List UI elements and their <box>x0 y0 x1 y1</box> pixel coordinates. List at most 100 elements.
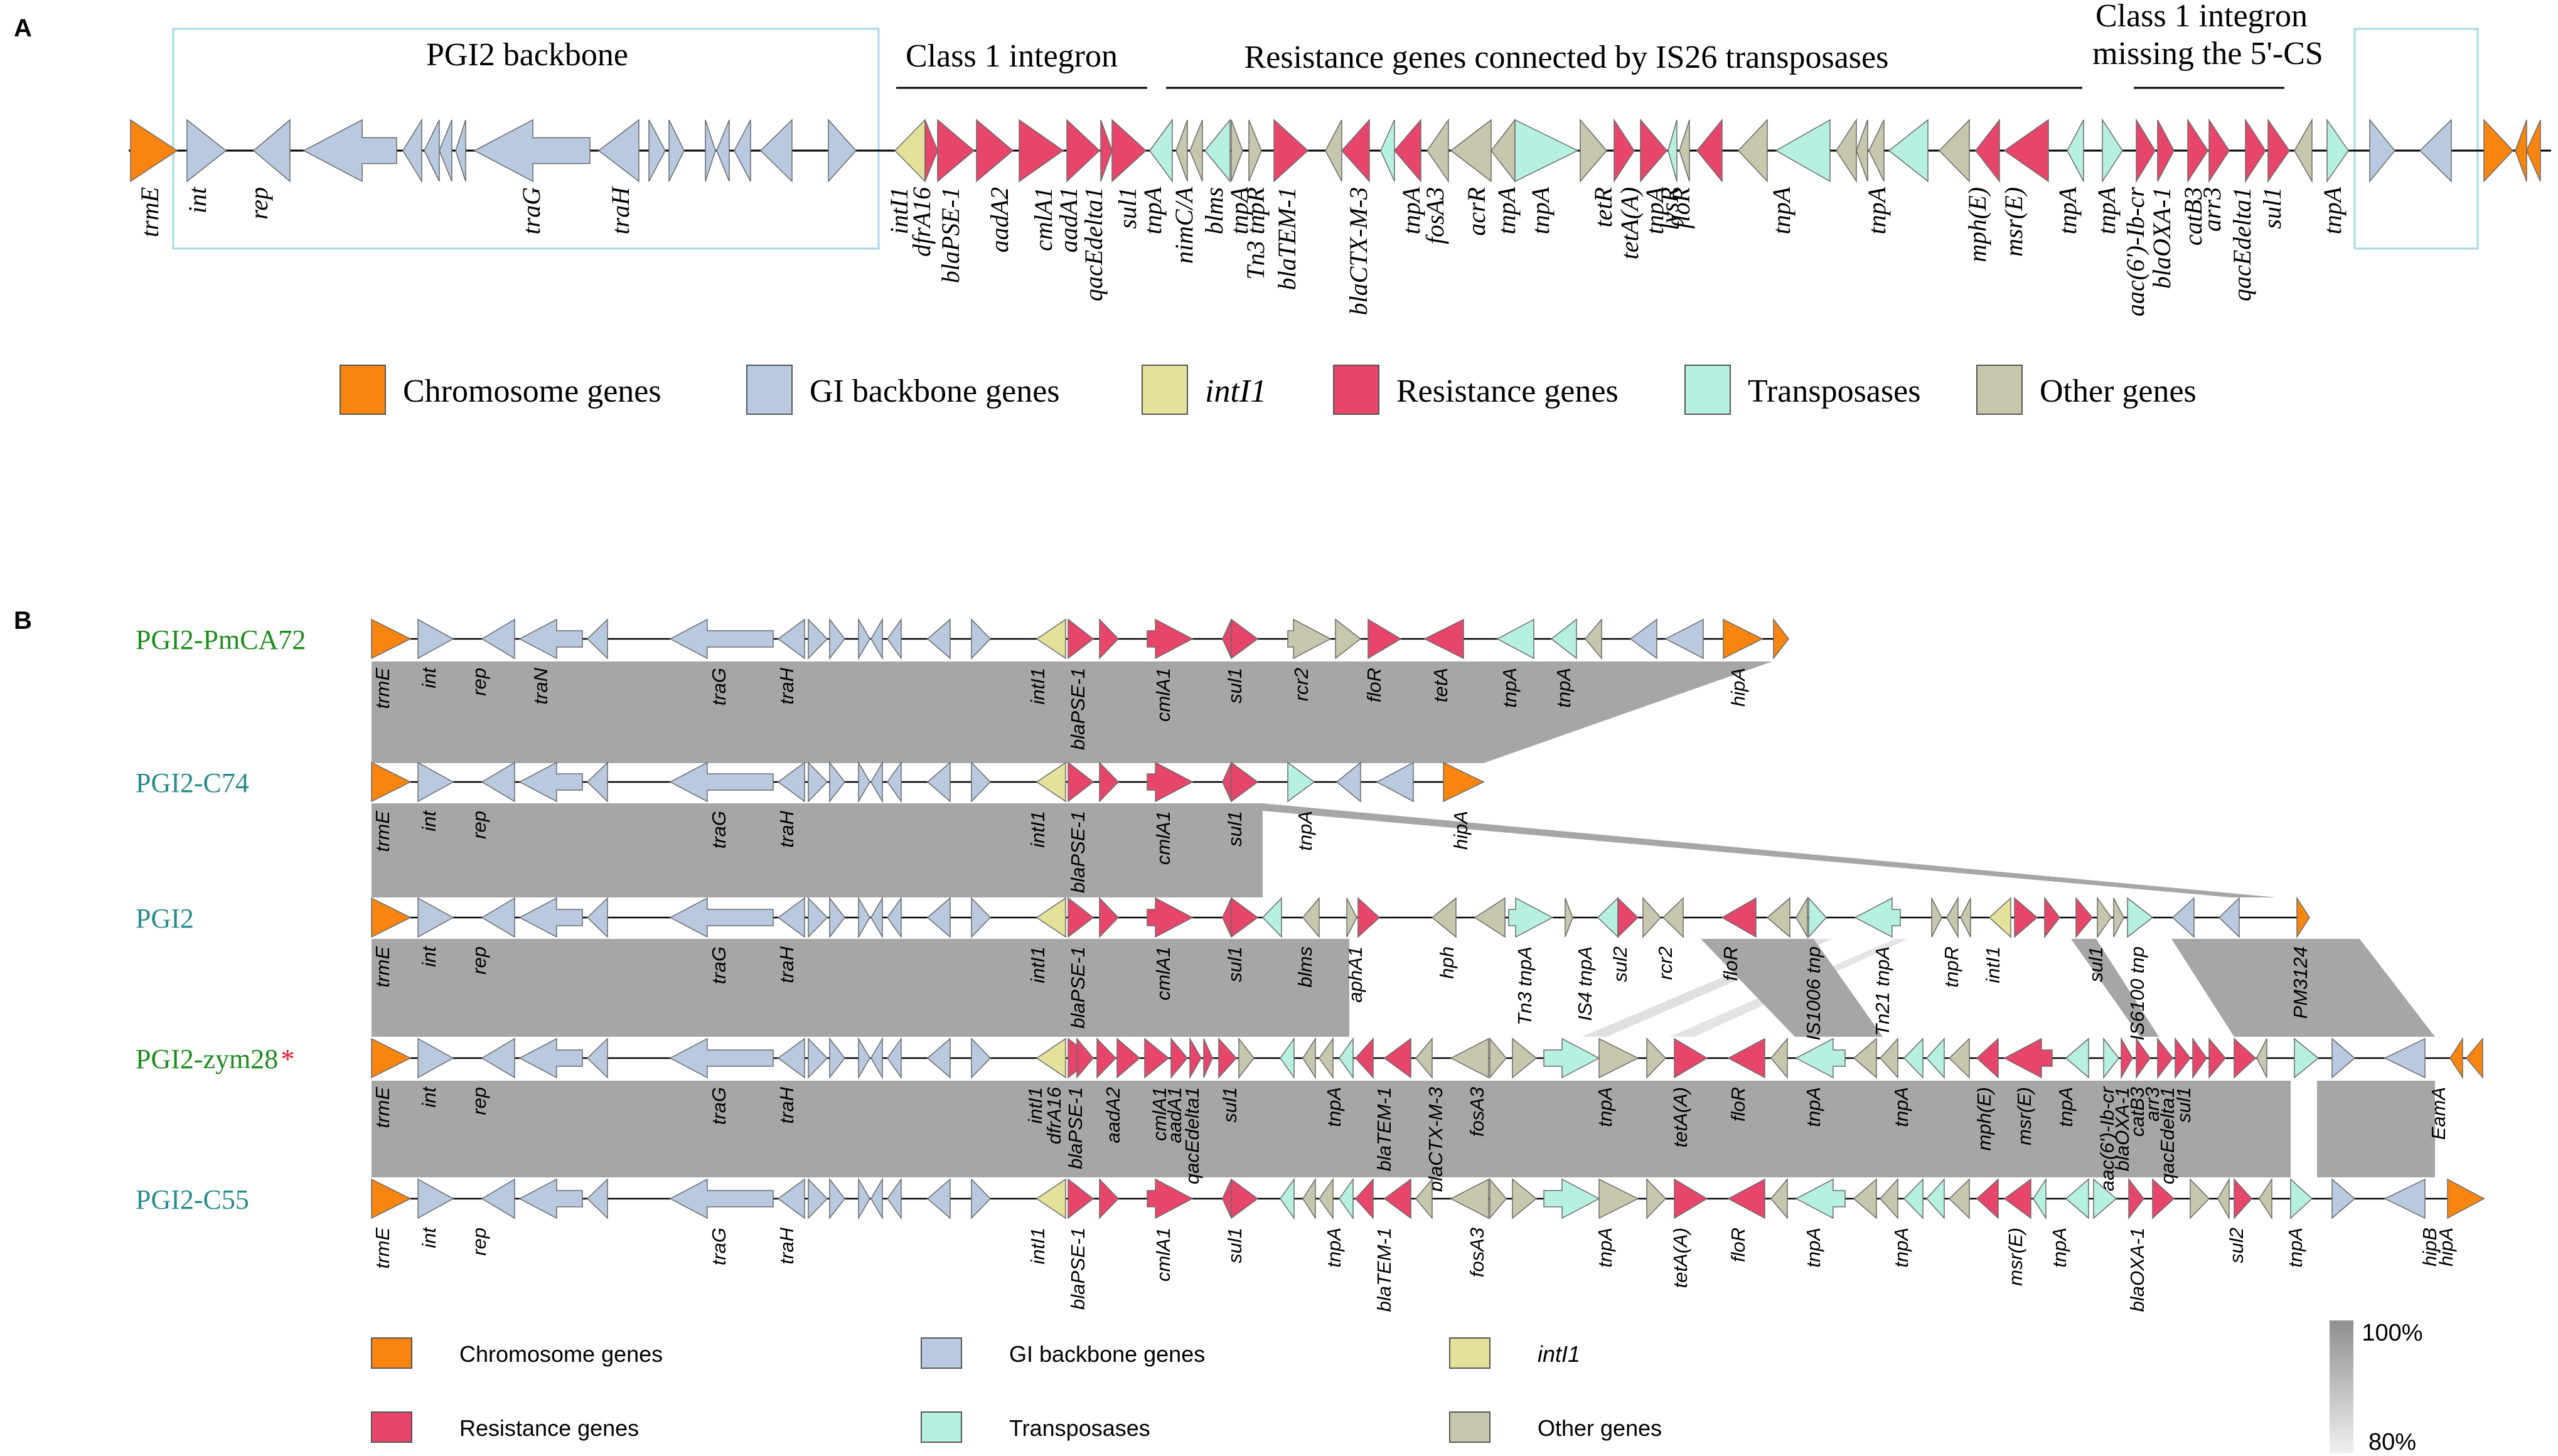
homology-band <box>372 803 1263 897</box>
strain-3-gene-arrow <box>1960 897 1971 938</box>
strain-4-gene-arrow <box>2256 1038 2267 1078</box>
strain-5-gene-arrow <box>2190 1178 2210 1219</box>
strain-4-gene-label: int <box>418 1086 440 1108</box>
strain-5-gene-arrow <box>1598 1178 1639 1219</box>
strain-3-gene-arrow <box>971 897 992 938</box>
strain-3-gene-arrow <box>371 897 412 938</box>
identity-scale-max: 100% <box>2362 1320 2422 1346</box>
panel-a-gene-label: blaCTX-M-3 <box>1344 187 1373 315</box>
strain-3-gene-arrow <box>777 897 805 938</box>
strain-1-gene-arrow <box>1723 618 1763 660</box>
strain-3-gene-arrow <box>1854 897 1901 938</box>
panel-a-gene-label: aadA1 <box>1054 187 1083 252</box>
strain-1-gene-label: traH <box>776 667 798 704</box>
strain-3-gene-label: hph <box>1436 946 1458 979</box>
strain-5-gene-arrow <box>481 1178 515 1219</box>
strain-2-gene-label: traG <box>708 811 730 848</box>
strain-4-gene-arrow <box>1218 1037 1238 1079</box>
panel-a-gene-label: blaTEM-1 <box>1273 187 1301 290</box>
strain-track-2: trmE int rep traG traH intI1 blaPSE-1 cmlA1 sul1… <box>371 761 1485 893</box>
strain-1-gene-arrow <box>777 618 805 660</box>
strain-3-gene-label: tnpR <box>1940 946 1962 987</box>
strain-4-gene-arrow <box>887 1037 902 1079</box>
panel-a-gene-arrow <box>705 119 716 182</box>
panel-a-gene-arrow <box>2003 119 2049 183</box>
strain-3-gene-arrow <box>1597 897 1619 938</box>
panel-a-gene-arrow <box>1667 119 1678 182</box>
strain-name-5: PGI2-C55 <box>136 1184 249 1215</box>
panel-a-gene-label: rep <box>245 187 273 220</box>
backbone-box-left <box>172 28 880 250</box>
strain-4-gene-arrow <box>1415 1037 1433 1079</box>
strain-2-gene-arrow <box>371 761 412 803</box>
legend-b-label-backbone: GI backbone genes <box>1009 1341 1205 1367</box>
strain-2-gene-label: tnpA <box>1294 811 1316 851</box>
strain-1-gene-label: tnpA <box>1499 668 1521 708</box>
panel-a-gene-arrow <box>1394 118 1421 183</box>
panel-a-gene-arrow <box>1580 118 1607 183</box>
strain-3-gene-arrow <box>1721 897 1757 938</box>
strain-3-gene-arrow <box>1302 896 1320 939</box>
strain-1-gene-arrow <box>481 618 515 660</box>
strain-5-gene-arrow <box>2152 1178 2175 1219</box>
panel-a-gene-label: tnpA <box>1225 186 1253 234</box>
strain-2-gene-arrow <box>1231 761 1259 803</box>
strain-5-gene-arrow <box>586 1178 608 1219</box>
strain-5-gene-arrow <box>1147 1178 1194 1219</box>
strain-3-gene-label: trmE <box>372 946 393 988</box>
strain-5-gene-label: tnpA <box>1323 1228 1345 1268</box>
strain-1-gene-arrow <box>1335 618 1362 660</box>
legend-a-label-chromosome: Chromosome genes <box>403 373 661 409</box>
panel-a-gene-label: tnpA <box>1640 186 1669 234</box>
strain-5-gene-arrow <box>1036 1178 1066 1219</box>
strain-5-gene-label: tetA(A) <box>1669 1228 1691 1288</box>
strain-5-gene-arrow <box>2033 1177 2047 1220</box>
strain-5-gene-arrow <box>1674 1178 1708 1219</box>
strain-3-gene-arrow <box>1357 897 1381 938</box>
strain-3-gene-arrow <box>1231 897 1259 938</box>
panel-a-gene-label: blms <box>1200 187 1228 235</box>
strain-3-gene-arrow <box>870 896 883 939</box>
strain-5-gene-label: hipB <box>2419 1228 2441 1266</box>
panel-a-gene-label: lysR <box>1656 187 1684 230</box>
panel-a-gene-label: fosA3 <box>1421 187 1449 244</box>
strain-4-gene-arrow <box>1598 1037 1639 1079</box>
panel-a-gene-arrow <box>937 119 975 183</box>
strain-2-gene-arrow <box>870 761 883 803</box>
panel-a-gene-label: nimC/A <box>1170 186 1198 264</box>
strain-5-gene-arrow <box>1727 1178 1765 1219</box>
panel-a-gene-label: cmlA1 <box>1029 187 1057 251</box>
strain-5-gene-arrow <box>777 1178 805 1219</box>
legend-a-swatch-chromosome <box>340 365 386 415</box>
strain-4-gene-label: sul1 <box>1219 1087 1241 1123</box>
panel-a-gene-label: tnpA <box>1492 186 1521 234</box>
strain-3-gene-label: floR <box>1720 946 1742 981</box>
panel-a-gene-label: mph(E) <box>1963 187 1991 262</box>
panel-a-gene-arrow <box>2419 119 2452 183</box>
homology-band <box>1701 939 1858 1037</box>
strain-4-gene-label: arr3 <box>2141 1087 2163 1121</box>
strain-4-gene-label: qacEdelta1 <box>1181 1087 1203 1184</box>
strain-3-gene-arrow <box>1068 897 1094 938</box>
panel-a-gene-label: msr(E) <box>1999 187 2028 257</box>
strain-2-gene-arrow <box>1222 762 1232 802</box>
strain-1-gene-label: traG <box>708 668 730 705</box>
strain-3-gene-arrow <box>1766 897 1790 938</box>
strain-4-gene-label: aadA2 <box>1102 1087 1124 1143</box>
strain-3-gene-label: traG <box>708 946 730 984</box>
panel-a-gene-arrow <box>1938 119 1970 183</box>
strain-3-gene-label: Tn21 tnpA <box>1871 946 1893 1036</box>
strain-3-gene-arrow <box>586 897 608 938</box>
strain-1-gene-label: tetA <box>1430 668 1452 702</box>
strain-1-gene-label: hipA <box>1727 668 1749 707</box>
panel-a-gene-arrow <box>1248 119 1262 182</box>
panel-a-gene-arrow <box>1204 118 1231 183</box>
strain-5-gene-label: sul1 <box>1224 1228 1246 1263</box>
strain-5-gene-arrow <box>1976 1178 1999 1219</box>
panel-a-gene-arrow <box>1888 119 1929 183</box>
strain-4-gene-arrow <box>1727 1037 1765 1079</box>
panel-a-gene-arrow <box>2483 119 2514 183</box>
strain-3-gene-label: PM3124 <box>2289 946 2311 1019</box>
strain-3-gene-label: cmlA1 <box>1152 946 1174 1000</box>
strain-track-3: trmE int rep traG traH intI1 blaPSE-1 cmlA1 sul1… <box>371 896 2311 1041</box>
